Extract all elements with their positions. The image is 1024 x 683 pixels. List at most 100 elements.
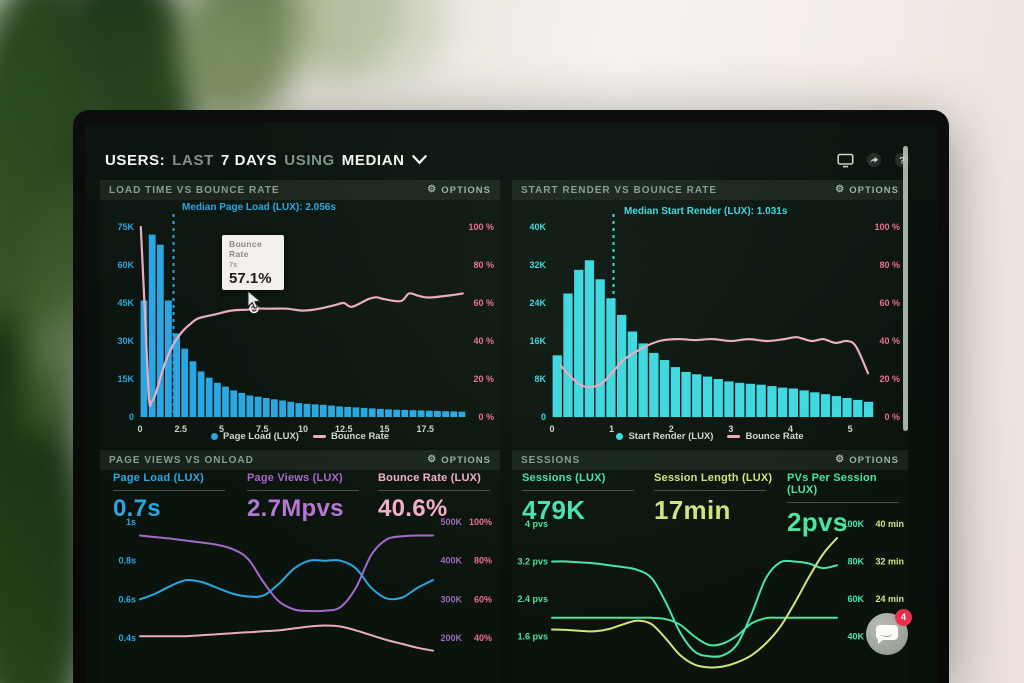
series-line xyxy=(551,559,838,658)
sessions-line-chart: 4 pvs 3.2 pvs 2.4 pvs 1.6 pvs 100K 80K 60K 40K 4… xyxy=(517,519,904,669)
axis-tick-label: 0 xyxy=(549,424,554,434)
header-toolbar: ? xyxy=(836,152,911,169)
histogram-bar xyxy=(458,411,466,417)
axis-tick-label: 45K xyxy=(117,298,134,308)
chart-area: 75K 60K 45K 30K 15K 0 100 % 80 % 60 % 40 % 20 % 0 %… xyxy=(100,200,500,448)
tooltip-subtitle: 7s xyxy=(229,260,238,269)
panel-page-views: PAGE VIEWS VS ONLOAD ⚙ OPTIONS Page Load … xyxy=(100,450,500,683)
metric-value: 17min xyxy=(654,495,731,525)
axis-tick-label: 80K xyxy=(847,557,864,567)
chart-legend: Page Load (LUX) Bounce Rate xyxy=(100,431,500,442)
metric-divider xyxy=(787,502,899,503)
histogram-bar xyxy=(638,343,648,417)
legend-label: Bounce Rate xyxy=(745,431,804,442)
panel-title: SESSIONS xyxy=(521,454,581,466)
histogram-bar xyxy=(450,411,458,417)
axis-tick-label: 40 % xyxy=(879,336,900,346)
histogram-bar xyxy=(713,379,723,417)
share-icon[interactable] xyxy=(864,152,883,169)
metric-value: 0.7s xyxy=(113,495,161,522)
page-views-line-chart: 1s 0.8s 0.6s 0.4s 500K 400K 300K 200K 100% 80% 60%… xyxy=(118,517,492,652)
start-render-histogram-chart: 40K 32K 24K 16K 8K 0 100 % 80 % 60 % 40 % 20 % 0 % 0… xyxy=(529,214,900,434)
scrollbar-thumb[interactable] xyxy=(903,146,908,431)
axis-tick-label: 40K xyxy=(847,632,864,642)
series-line xyxy=(139,624,434,652)
chart-area: Sessions (LUX) 479K Session Length (LUX)… xyxy=(512,470,908,683)
date-range-dropdown[interactable]: USERS: LAST 7 DAYS USING MEDIAN xyxy=(105,152,427,169)
legend-line-icon xyxy=(727,435,741,438)
metric-divider xyxy=(654,490,766,491)
mouse-cursor xyxy=(247,290,262,309)
panel-sessions-header: SESSIONS ⚙ OPTIONS xyxy=(512,450,908,470)
axis-tick-label: 60K xyxy=(847,594,864,604)
histogram-bar xyxy=(745,383,756,418)
metric-value: 40.6% xyxy=(378,495,448,522)
median-annotation: Median Page Load (LUX): 2.056s xyxy=(182,202,336,213)
histogram-bar xyxy=(279,400,286,417)
histogram-bar xyxy=(702,376,713,417)
histogram-bar xyxy=(584,260,595,418)
histogram-bar xyxy=(681,371,691,417)
histogram-bar xyxy=(222,386,229,417)
options-button[interactable]: ⚙ OPTIONS xyxy=(835,185,899,196)
panel-page-views-header: PAGE VIEWS VS ONLOAD ⚙ OPTIONS xyxy=(100,450,500,470)
chat-smile-icon xyxy=(881,631,892,637)
metric-label: Page Load (LUX) xyxy=(113,472,205,484)
options-label: OPTIONS xyxy=(441,184,491,196)
panel-title: LOAD TIME VS BOUNCE RATE xyxy=(109,184,280,196)
axis-tick-label: 80 % xyxy=(879,260,900,270)
axis-tick-label: 10 xyxy=(298,424,308,434)
axis-tick-label: 0 % xyxy=(884,412,900,422)
histogram-bar xyxy=(617,314,627,417)
axis-tick-label: 1.6 pvs xyxy=(517,632,548,642)
title-users: USERS: xyxy=(105,151,166,169)
axis-tick-label: 16K xyxy=(529,336,546,346)
axis-tick-label: 100% xyxy=(469,517,492,527)
histogram-bar xyxy=(409,410,417,417)
histogram-bar xyxy=(670,367,680,417)
axis-tick-label: 5 xyxy=(219,424,224,434)
axis-tick-label: 80% xyxy=(474,556,492,566)
axis-tick-label: 17.5 xyxy=(416,424,434,434)
median-annotation: Median Start Render (LUX): 1.031s xyxy=(624,206,788,217)
chevron-down-icon[interactable] xyxy=(411,155,427,165)
metric-label: PVs Per Session (LUX) xyxy=(787,472,877,496)
axis-tick-label: 60% xyxy=(474,594,492,604)
axis-tick-label: 32 min xyxy=(875,557,904,567)
tooltip-title: Bounce Rate xyxy=(229,239,262,259)
axis-tick-label: 7.5 xyxy=(256,424,269,434)
chart-area: 40K 32K 24K 16K 8K 0 100 % 80 % 60 % 40 % 20 % 0 % 0… xyxy=(512,200,908,448)
options-button[interactable]: ⚙ OPTIONS xyxy=(835,455,899,466)
dashboard-header: USERS: LAST 7 DAYS USING MEDIAN xyxy=(105,145,911,175)
histogram-bar xyxy=(810,392,820,417)
axis-tick-label: 2 xyxy=(669,424,674,434)
gear-icon: ⚙ xyxy=(427,454,438,465)
histogram-bar xyxy=(574,269,584,418)
panel-start-render: START RENDER VS BOUNCE RATE ⚙ OPTIONS 40K… xyxy=(512,180,908,448)
axis-tick-label: 4 pvs xyxy=(525,519,548,529)
axis-tick-label: 3 xyxy=(728,424,733,434)
series-line xyxy=(551,616,838,647)
histogram-bar xyxy=(165,300,172,417)
axis-tick-label: 0 xyxy=(129,412,134,422)
display-icon[interactable] xyxy=(836,152,855,169)
chart-area: Page Load (LUX) 0.7s Page Views (LUX) 2.… xyxy=(100,470,500,683)
axis-tick-label: 0 xyxy=(137,424,142,434)
histogram-bar xyxy=(189,361,197,417)
histogram-bar xyxy=(271,399,278,417)
histogram-bar xyxy=(254,396,262,417)
panel-sessions: SESSIONS ⚙ OPTIONS Sessions (LUX) 479K Se… xyxy=(512,450,908,683)
histogram-bar xyxy=(820,394,831,417)
axis-tick-label: 40 % xyxy=(473,336,494,346)
metric-page-load: Page Load (LUX) 0.7s xyxy=(113,472,235,523)
histogram-bar xyxy=(627,331,637,417)
help-icon[interactable]: ? xyxy=(892,152,911,169)
load-time-histogram-chart: 75K 60K 45K 30K 15K 0 100 % 80 % 60 % 40 % 20 % 0 %… xyxy=(117,214,494,434)
histogram-bar xyxy=(156,244,164,417)
histogram-bar xyxy=(756,384,766,417)
histogram-bar xyxy=(401,409,409,417)
options-button[interactable]: ⚙ OPTIONS xyxy=(427,185,491,196)
histogram-bar xyxy=(659,360,670,417)
chat-bubble-button[interactable]: 4 xyxy=(866,609,912,655)
options-button[interactable]: ⚙ OPTIONS xyxy=(427,455,491,466)
